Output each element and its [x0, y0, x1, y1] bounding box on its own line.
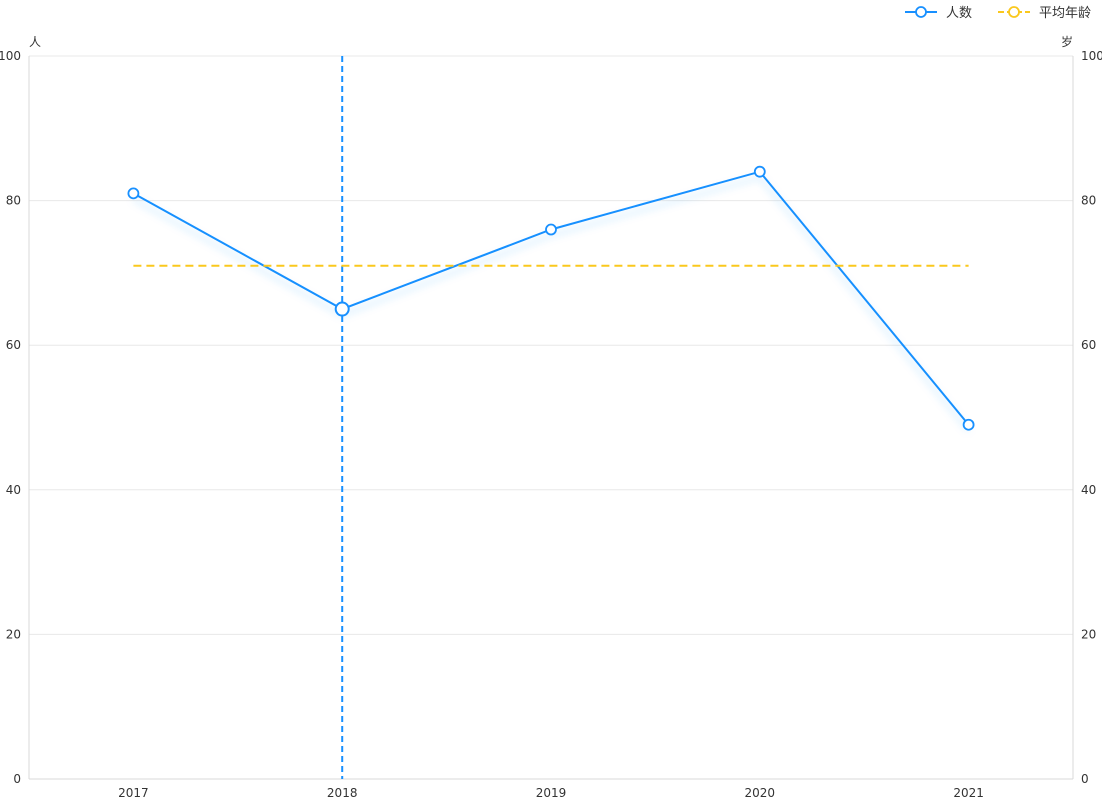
y-left-tick-label: 60: [6, 338, 21, 352]
y-left-tick-label: 20: [6, 627, 21, 641]
y-left-tick-label: 80: [6, 194, 21, 208]
x-tick-label: 2017: [118, 786, 149, 799]
legend-label: 平均年龄: [1039, 6, 1091, 21]
data-point[interactable]: [334, 301, 350, 317]
y-right-unit-label: 岁: [1061, 34, 1073, 49]
series-layer: [127, 165, 975, 431]
y-left-unit-label: 人: [29, 35, 41, 49]
y-right-tick-label: 80: [1081, 194, 1096, 208]
y-left-tick-label: 100: [0, 49, 21, 63]
y-right-tick-label: 100: [1081, 49, 1102, 63]
x-tick-label: 2020: [745, 786, 776, 799]
data-point[interactable]: [127, 187, 140, 200]
y-right-tick-label: 0: [1081, 772, 1089, 786]
grid-layer: [29, 55, 1073, 780]
legend-circle-marker: [1008, 6, 1020, 18]
y-left-tick-label: 40: [6, 483, 21, 497]
axis-layer: 0 20 40 60 80 100 0 20 40 60 80 100 人 岁 2017 2018 2019 20…: [0, 34, 1102, 799]
legend-label: 人数: [946, 6, 972, 21]
x-tick-label: 2019: [536, 786, 567, 799]
data-point[interactable]: [545, 223, 557, 236]
legend-item-1[interactable]: 平均年龄: [998, 6, 1091, 21]
legend[interactable]: 人数 平均年龄: [905, 6, 1091, 21]
series-line-0: [132, 170, 970, 426]
x-tick-label: 2021: [953, 786, 984, 799]
legend-item-0[interactable]: 人数: [905, 6, 972, 21]
data-point[interactable]: [753, 165, 766, 178]
data-point[interactable]: [962, 418, 975, 431]
x-tick-label: 2018: [327, 786, 358, 799]
y-right-tick-label: 20: [1081, 627, 1096, 641]
y-right-tick-label: 60: [1081, 338, 1096, 352]
y-right-tick-label: 40: [1081, 483, 1096, 497]
legend-circle-marker: [915, 6, 927, 18]
y-left-tick-label: 0: [13, 772, 21, 786]
